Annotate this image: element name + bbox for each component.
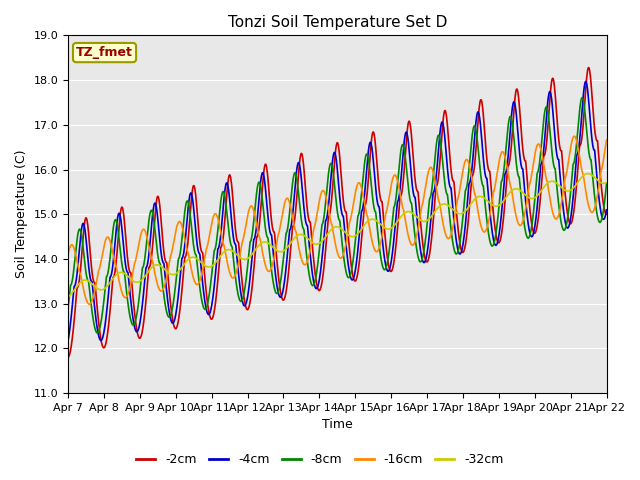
-16cm: [64, 251, 72, 257]
-4cm: [304, 224, 312, 230]
-8cm: [578, 95, 586, 100]
-32cm: [128, 277, 136, 283]
-16cm: [570, 133, 578, 139]
-2cm: [603, 211, 611, 217]
-32cm: [584, 171, 591, 177]
Line: -2cm: -2cm: [68, 68, 607, 357]
-4cm: [603, 207, 611, 213]
-2cm: [585, 65, 593, 71]
-16cm: [85, 301, 93, 307]
X-axis label: Time: Time: [322, 419, 353, 432]
-4cm: [582, 79, 589, 84]
-8cm: [93, 330, 101, 336]
-16cm: [128, 275, 136, 280]
-32cm: [371, 217, 378, 223]
-32cm: [292, 233, 300, 239]
-2cm: [106, 312, 113, 317]
-8cm: [314, 262, 321, 267]
-16cm: [106, 238, 114, 244]
Title: Tonzi Soil Temperature Set D: Tonzi Soil Temperature Set D: [228, 15, 447, 30]
-16cm: [304, 257, 312, 263]
-32cm: [603, 180, 611, 185]
-4cm: [292, 169, 300, 175]
-4cm: [128, 305, 136, 311]
-8cm: [106, 255, 114, 261]
Text: TZ_fmet: TZ_fmet: [76, 46, 133, 59]
-16cm: [293, 234, 301, 240]
-4cm: [64, 338, 72, 344]
Line: -16cm: -16cm: [68, 136, 607, 304]
-32cm: [64, 294, 72, 300]
-8cm: [128, 321, 136, 326]
-16cm: [314, 207, 321, 213]
Line: -32cm: -32cm: [68, 174, 607, 297]
-8cm: [304, 264, 312, 269]
-32cm: [314, 241, 321, 247]
-8cm: [293, 176, 301, 182]
-2cm: [128, 278, 136, 284]
-8cm: [64, 306, 72, 312]
-16cm: [371, 247, 379, 253]
-2cm: [64, 354, 72, 360]
-8cm: [603, 181, 611, 187]
-4cm: [371, 171, 378, 177]
-4cm: [314, 285, 321, 290]
-2cm: [314, 284, 321, 290]
Y-axis label: Soil Temperature (C): Soil Temperature (C): [15, 150, 28, 278]
-2cm: [371, 133, 378, 139]
Legend: -2cm, -4cm, -8cm, -16cm, -32cm: -2cm, -4cm, -8cm, -16cm, -32cm: [131, 448, 509, 471]
-32cm: [304, 236, 312, 241]
-2cm: [292, 198, 300, 204]
Line: -8cm: -8cm: [68, 97, 607, 333]
-32cm: [106, 280, 113, 286]
Line: -4cm: -4cm: [68, 82, 607, 341]
-4cm: [106, 278, 113, 284]
-8cm: [371, 208, 379, 214]
-2cm: [304, 210, 312, 216]
-16cm: [603, 137, 611, 143]
